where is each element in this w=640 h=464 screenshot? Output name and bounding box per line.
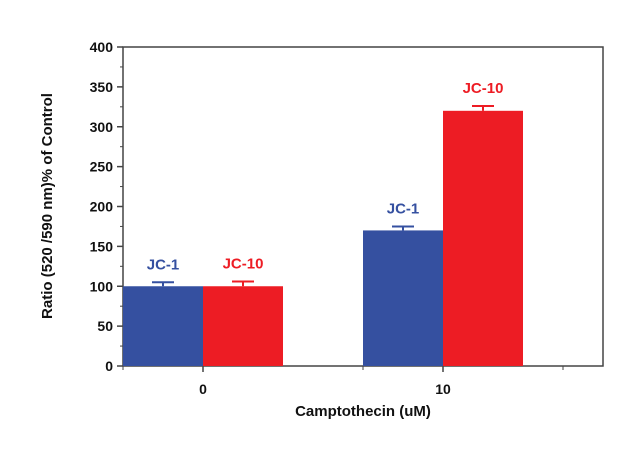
y-tick-label: 400 — [90, 39, 114, 55]
bar-data-label: JC-1 — [147, 256, 180, 273]
bar-jc-10-0 — [203, 286, 283, 366]
y-tick-label: 350 — [90, 79, 114, 95]
y-axis-label: Ratio (520 /590 nm)% of Control — [39, 93, 56, 319]
bar-jc-1-10 — [363, 230, 443, 366]
bar-data-label: JC-1 — [387, 200, 420, 217]
x-tick-label: 0 — [199, 381, 207, 397]
y-tick-label: 250 — [90, 159, 114, 175]
bar-jc-10-10 — [443, 110, 523, 366]
bar-jc-1-0 — [123, 286, 203, 366]
y-tick-label: 100 — [90, 278, 114, 294]
x-tick-label: 10 — [435, 381, 451, 397]
bar-data-label: JC-10 — [223, 255, 264, 272]
y-tick-label: 300 — [90, 119, 114, 135]
bar-data-label: JC-10 — [463, 80, 504, 97]
y-tick-label: 0 — [105, 358, 113, 374]
y-tick-label: 150 — [90, 238, 114, 254]
y-tick-label: 200 — [90, 199, 114, 215]
y-tick-label: 50 — [97, 318, 113, 334]
x-axis-label: Camptothecin (uM) — [295, 403, 431, 420]
